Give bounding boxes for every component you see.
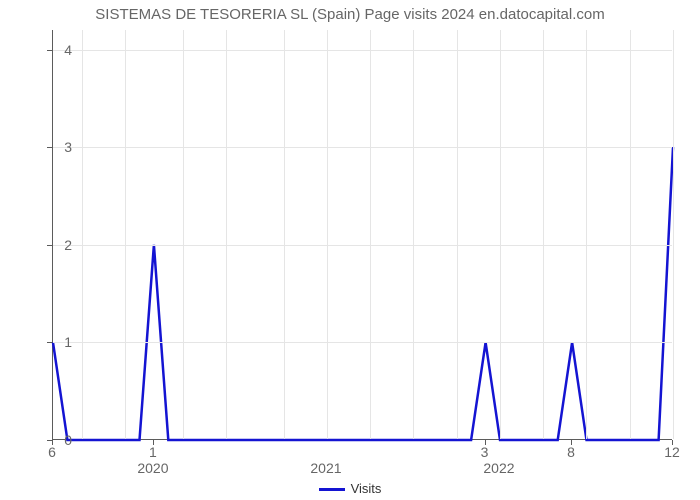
line-series <box>53 30 672 439</box>
x-tick-mark <box>672 440 673 445</box>
gridline-v <box>673 30 674 439</box>
gridline-h <box>53 147 672 148</box>
gridline-v <box>82 30 83 439</box>
gridline-v <box>543 30 544 439</box>
x-year-label: 2020 <box>137 460 168 476</box>
x-tick-label: 6 <box>48 444 56 460</box>
y-tick-label: 2 <box>32 237 72 253</box>
y-tick-mark <box>47 50 52 51</box>
gridline-v <box>284 30 285 439</box>
x-year-label: 2022 <box>483 460 514 476</box>
gridline-h <box>53 245 672 246</box>
y-tick-mark <box>47 147 52 148</box>
y-tick-label: 1 <box>32 334 72 350</box>
x-tick-mark <box>485 440 486 445</box>
gridline-v <box>327 30 328 439</box>
x-year-label: 2021 <box>310 460 341 476</box>
x-tick-mark <box>571 440 572 445</box>
gridline-v <box>226 30 227 439</box>
gridline-v <box>457 30 458 439</box>
plot-area <box>52 30 672 440</box>
gridline-v <box>586 30 587 439</box>
gridline-v <box>630 30 631 439</box>
x-tick-label: 8 <box>567 444 575 460</box>
y-tick-mark <box>47 245 52 246</box>
x-tick-label: 12 <box>664 444 680 460</box>
gridline-h <box>53 50 672 51</box>
x-tick-mark <box>153 440 154 445</box>
x-tick-label: 3 <box>481 444 489 460</box>
gridline-h <box>53 342 672 343</box>
visits-chart: SISTEMAS DE TESORERIA SL (Spain) Page vi… <box>0 0 700 500</box>
chart-title: SISTEMAS DE TESORERIA SL (Spain) Page vi… <box>0 6 700 23</box>
gridline-v <box>125 30 126 439</box>
legend-label: Visits <box>351 481 382 496</box>
x-tick-mark <box>52 440 53 445</box>
y-tick-mark <box>47 342 52 343</box>
gridline-v <box>370 30 371 439</box>
gridline-v <box>413 30 414 439</box>
chart-legend: Visits <box>0 481 700 496</box>
gridline-v <box>183 30 184 439</box>
y-tick-label: 3 <box>32 139 72 155</box>
x-tick-label: 1 <box>149 444 157 460</box>
y-tick-label: 4 <box>32 42 72 58</box>
legend-swatch <box>319 488 345 491</box>
gridline-v <box>500 30 501 439</box>
